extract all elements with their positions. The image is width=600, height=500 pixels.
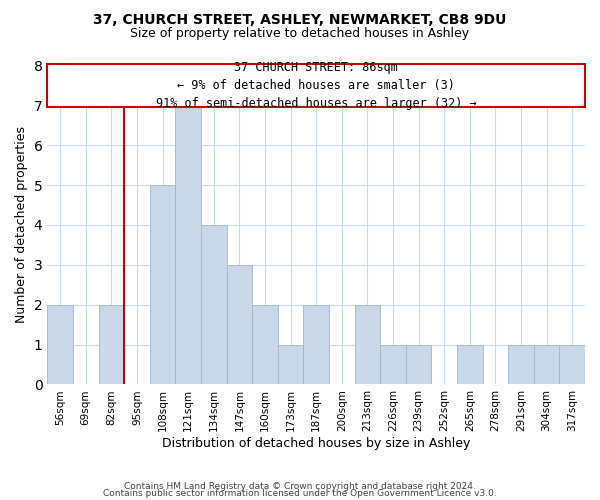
Bar bbox=[175, 106, 201, 384]
FancyBboxPatch shape bbox=[47, 64, 585, 108]
Bar bbox=[355, 304, 380, 384]
Bar bbox=[508, 344, 534, 385]
X-axis label: Distribution of detached houses by size in Ashley: Distribution of detached houses by size … bbox=[162, 437, 470, 450]
Bar bbox=[457, 344, 482, 385]
Bar bbox=[227, 265, 252, 384]
Bar bbox=[406, 344, 431, 385]
Text: 37, CHURCH STREET, ASHLEY, NEWMARKET, CB8 9DU: 37, CHURCH STREET, ASHLEY, NEWMARKET, CB… bbox=[94, 12, 506, 26]
Text: Contains HM Land Registry data © Crown copyright and database right 2024.: Contains HM Land Registry data © Crown c… bbox=[124, 482, 476, 491]
Bar bbox=[201, 225, 227, 384]
Bar bbox=[278, 344, 304, 385]
Bar bbox=[380, 344, 406, 385]
Bar bbox=[534, 344, 559, 385]
Y-axis label: Number of detached properties: Number of detached properties bbox=[15, 126, 28, 324]
Bar bbox=[559, 344, 585, 385]
Text: Size of property relative to detached houses in Ashley: Size of property relative to detached ho… bbox=[130, 28, 470, 40]
Bar bbox=[252, 304, 278, 384]
Bar bbox=[304, 304, 329, 384]
Text: Contains public sector information licensed under the Open Government Licence v3: Contains public sector information licen… bbox=[103, 489, 497, 498]
Text: 37 CHURCH STREET: 86sqm
← 9% of detached houses are smaller (3)
91% of semi-deta: 37 CHURCH STREET: 86sqm ← 9% of detached… bbox=[156, 61, 476, 110]
Bar bbox=[150, 185, 175, 384]
Bar bbox=[47, 304, 73, 384]
Bar bbox=[98, 304, 124, 384]
